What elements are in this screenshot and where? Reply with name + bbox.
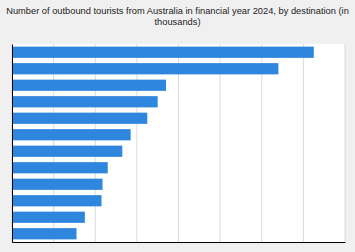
bar xyxy=(12,162,108,173)
bar xyxy=(12,80,166,91)
axis-line xyxy=(12,45,13,243)
bar xyxy=(12,63,278,74)
grid xyxy=(12,44,345,242)
bars xyxy=(12,47,314,240)
title: Number of outbound tourists from Austral… xyxy=(6,6,349,27)
grid-line xyxy=(303,44,304,242)
bar xyxy=(12,113,147,124)
bar xyxy=(12,179,103,190)
grid-line xyxy=(345,44,346,242)
plot-background xyxy=(12,44,345,242)
bar xyxy=(12,195,101,206)
plot xyxy=(12,44,346,243)
bar xyxy=(12,146,122,157)
grid-line xyxy=(12,44,13,242)
y-axis xyxy=(12,45,14,243)
bar xyxy=(12,129,131,140)
bar xyxy=(12,96,158,107)
bar xyxy=(12,47,314,58)
bar xyxy=(12,228,77,239)
x-axis xyxy=(13,242,346,244)
bar xyxy=(12,212,85,223)
axis-line xyxy=(13,242,346,243)
chart: Number of outbound tourists from Austral… xyxy=(0,0,355,252)
